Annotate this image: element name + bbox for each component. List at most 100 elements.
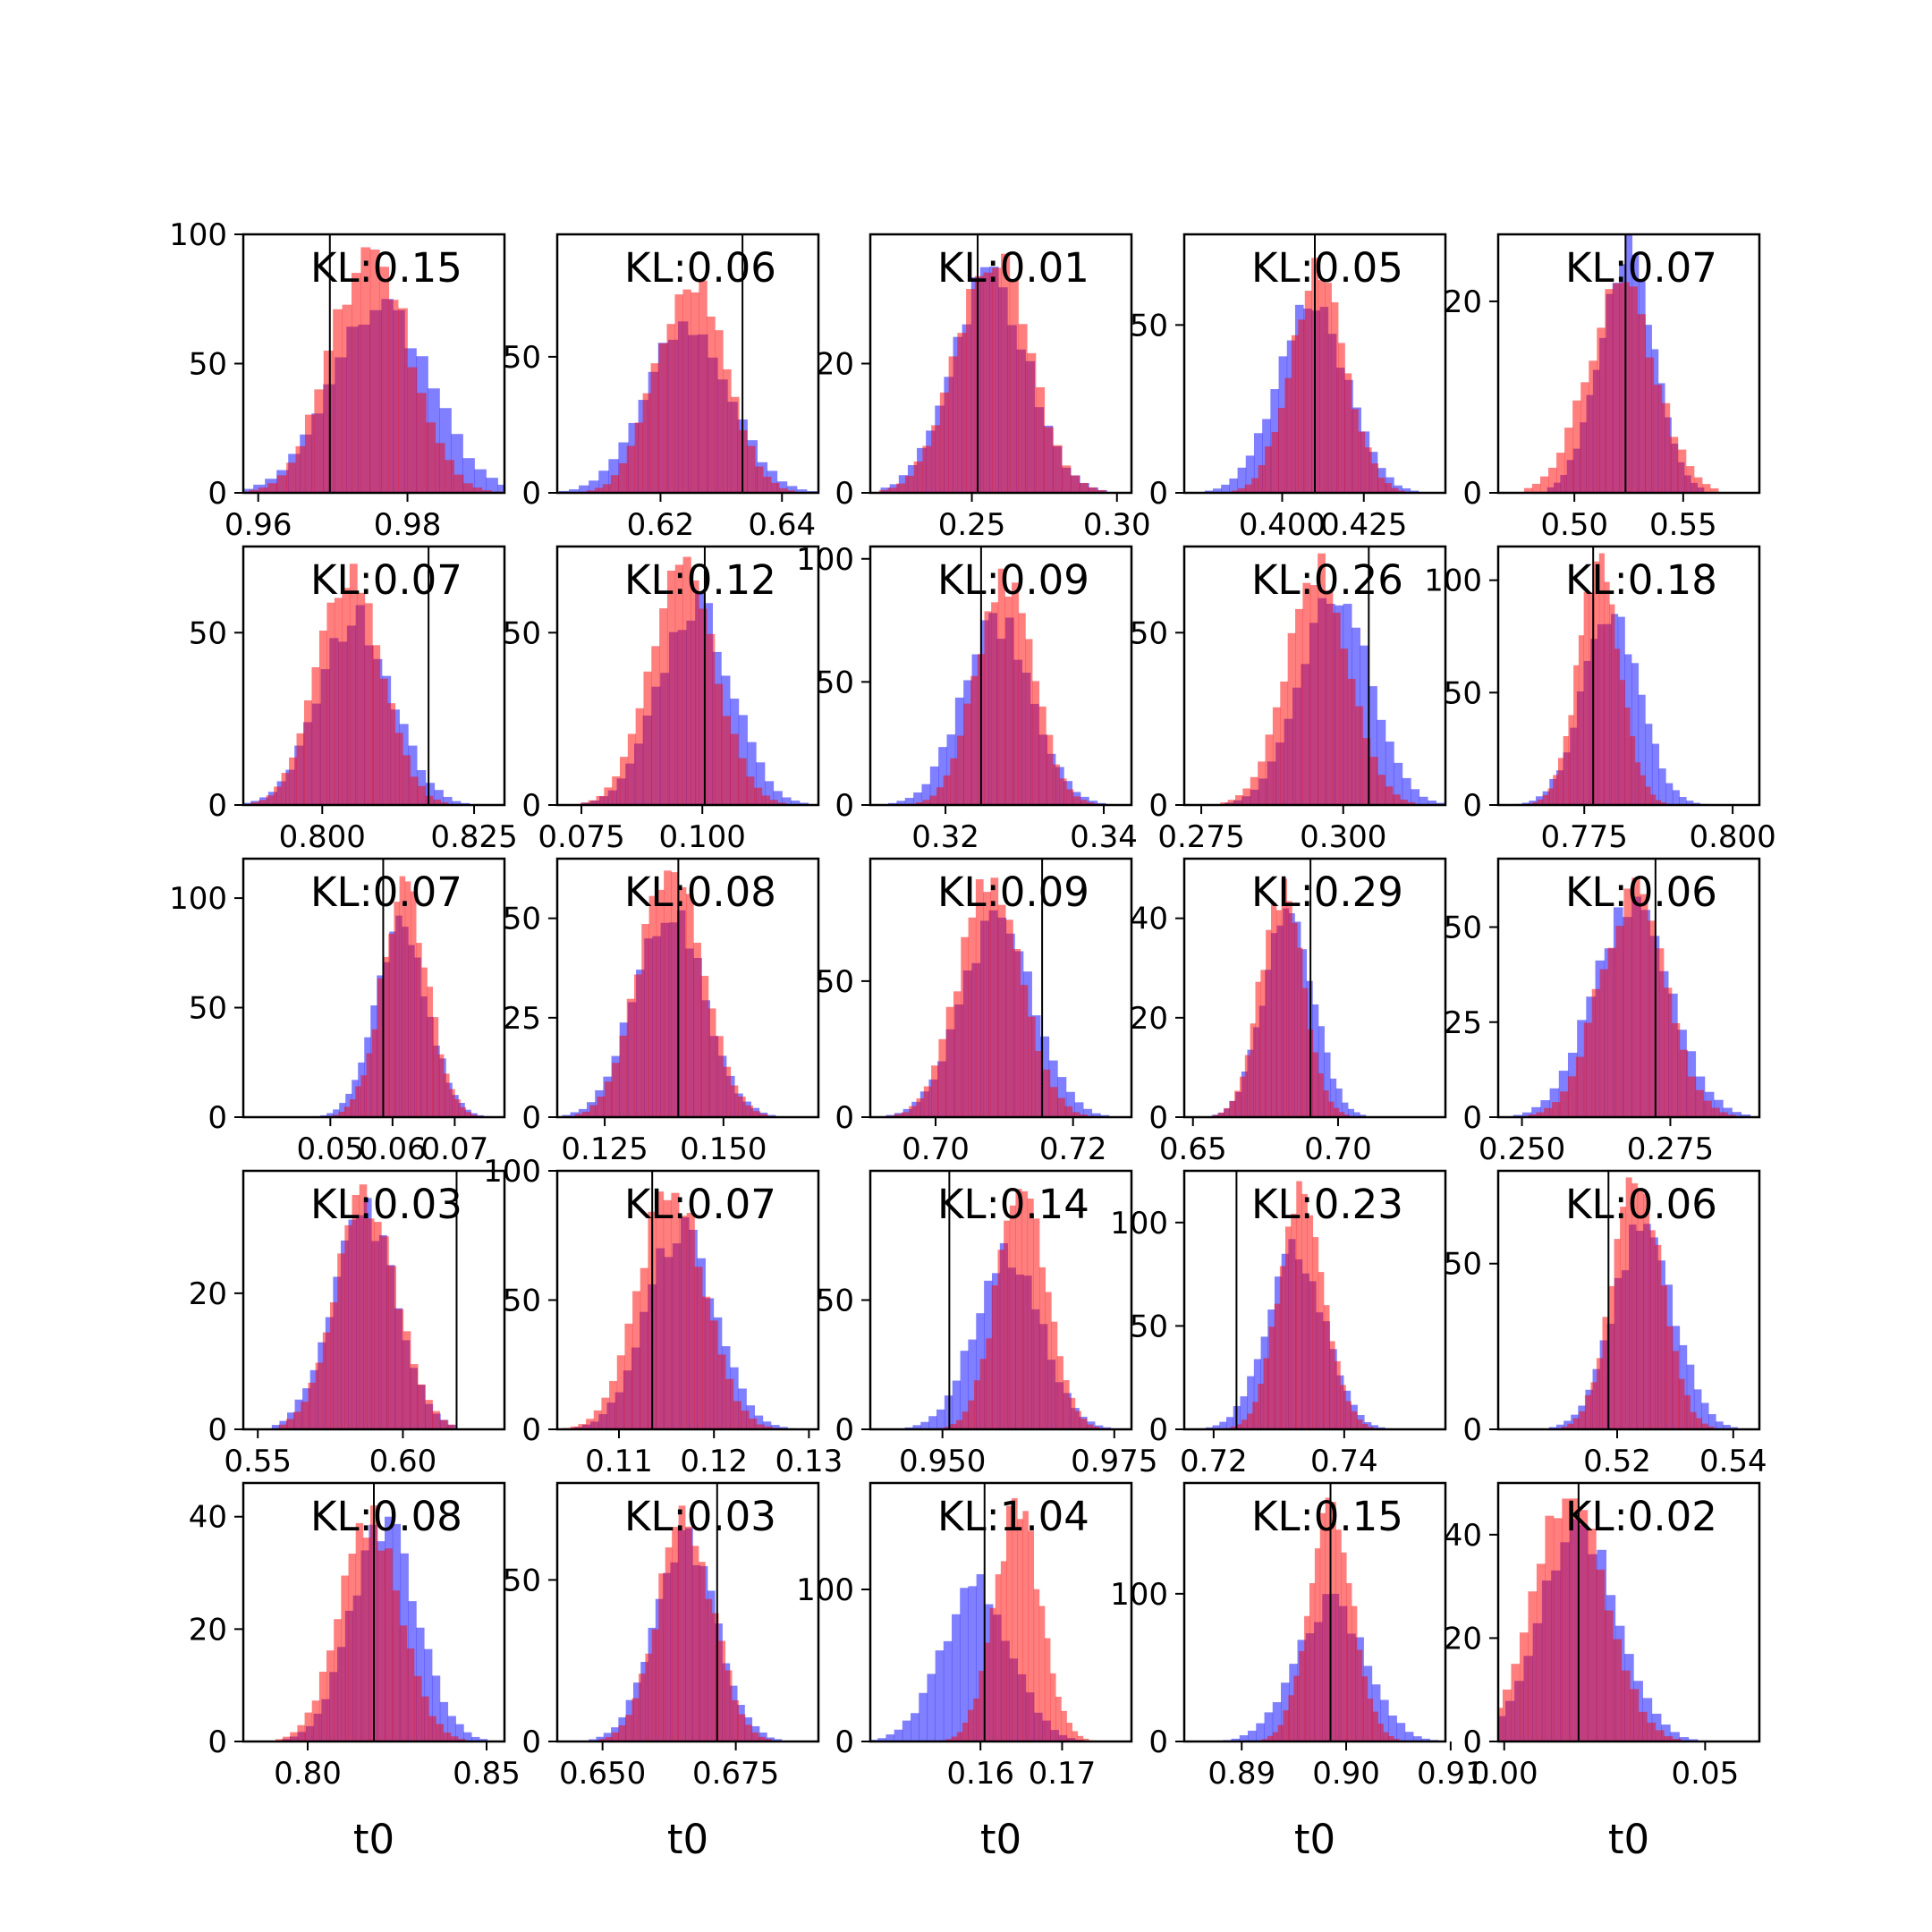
x-tick-label: 0.275 bbox=[1627, 1131, 1714, 1167]
series-a-bar bbox=[671, 1192, 680, 1429]
series-a-bar bbox=[1645, 357, 1655, 493]
series-a-bar bbox=[707, 316, 716, 493]
y-tick-label: 25 bbox=[503, 1001, 541, 1037]
series-a-bar bbox=[1560, 1091, 1569, 1117]
series-a-bar bbox=[1312, 1052, 1318, 1117]
series-a-bar bbox=[956, 735, 964, 805]
series-a-bar bbox=[1015, 1189, 1022, 1429]
x-axis-label: t0 bbox=[1608, 1816, 1649, 1863]
series-a-bar bbox=[1637, 314, 1647, 493]
series-a-bar bbox=[1614, 648, 1621, 805]
series-a-bar bbox=[761, 795, 771, 805]
series-a-bar bbox=[1553, 775, 1559, 805]
series-b-bar bbox=[960, 1588, 969, 1741]
series-a-bar bbox=[295, 445, 306, 493]
kl-annotation: KL:0.12 bbox=[624, 556, 776, 604]
series-a-bar bbox=[931, 1065, 939, 1117]
series-a-bar bbox=[337, 1253, 345, 1429]
axes-frame bbox=[1182, 545, 1447, 807]
x-tick-label: 0.800 bbox=[279, 819, 366, 855]
series-a-bar bbox=[1304, 291, 1312, 493]
series-a-bar bbox=[1570, 1498, 1580, 1741]
series-a-bar bbox=[381, 1236, 389, 1429]
series-a-bar bbox=[1544, 1107, 1553, 1117]
series-a-bar bbox=[1561, 1427, 1568, 1429]
series-a-bar bbox=[1009, 279, 1019, 493]
series-a-bar bbox=[922, 800, 930, 805]
series-b-bar bbox=[976, 1574, 986, 1741]
series-a-bar bbox=[1070, 475, 1080, 493]
series-a-bar bbox=[1640, 894, 1648, 1117]
series-a-bar bbox=[301, 1402, 309, 1429]
series-a-bar bbox=[983, 272, 993, 493]
series-a-bar bbox=[1614, 1239, 1621, 1429]
series-a-bar bbox=[645, 1653, 653, 1741]
series-a-bar bbox=[610, 475, 620, 493]
series-a-bar bbox=[344, 1224, 352, 1429]
series-a-bar bbox=[723, 369, 732, 493]
series-a-bar bbox=[1080, 800, 1088, 805]
series-a-bar bbox=[627, 733, 637, 805]
x-tick-label: 0.65 bbox=[1159, 1131, 1227, 1167]
series-a-bar bbox=[1052, 764, 1060, 805]
series-a-bar bbox=[1271, 432, 1279, 493]
series-a-bar bbox=[916, 802, 924, 805]
axes-frame bbox=[1182, 857, 1447, 1119]
series-a-bar bbox=[741, 1411, 750, 1429]
series-a-bar bbox=[1028, 1530, 1035, 1741]
series-a-bar bbox=[1719, 1112, 1728, 1117]
x-tick-label: 0.96 bbox=[225, 507, 292, 543]
histogram-panel: 0.70 0.72 0 50 KL:0.09 bbox=[816, 857, 1133, 1167]
series-a-bar bbox=[658, 1573, 666, 1741]
series-a-bar bbox=[1082, 1738, 1089, 1741]
series-a-bar bbox=[1296, 1181, 1302, 1429]
series-a-bar bbox=[357, 592, 366, 805]
series-a-bar bbox=[1258, 1384, 1264, 1429]
series-a-bar bbox=[1645, 786, 1651, 805]
series-a-bar bbox=[1330, 1502, 1336, 1741]
series-b-bar bbox=[968, 1339, 977, 1429]
series-a-bar bbox=[1345, 1401, 1352, 1429]
series-b-bar bbox=[1708, 1414, 1716, 1429]
kl-annotation: KL:0.07 bbox=[310, 556, 462, 604]
series-a-bar bbox=[747, 445, 756, 493]
series-a-bar bbox=[664, 870, 672, 1117]
series-a-bar bbox=[678, 886, 687, 1117]
histogram-panel: 0.075 0.100 0 50 KL:0.12 bbox=[503, 545, 820, 855]
series-b-bar bbox=[1231, 1738, 1241, 1741]
y-tick-label: 0 bbox=[1148, 476, 1168, 512]
series-a-bar bbox=[1562, 1498, 1572, 1741]
kl-annotation: KL:0.23 bbox=[1251, 1181, 1403, 1228]
series-a-bar bbox=[1613, 1639, 1623, 1741]
series-a-bar bbox=[1660, 1285, 1667, 1429]
x-tick-label: 0.74 bbox=[1310, 1444, 1378, 1479]
series-a-bar bbox=[975, 879, 984, 1117]
series-a-bar bbox=[1634, 762, 1641, 805]
series-a-bar bbox=[1347, 678, 1356, 805]
series-a-bar bbox=[1684, 1394, 1690, 1429]
series-b-bar bbox=[345, 1093, 352, 1117]
kl-annotation: KL:0.15 bbox=[1251, 1493, 1403, 1540]
y-tick-label: 100 bbox=[796, 1572, 854, 1608]
series-a-bar bbox=[1344, 373, 1352, 493]
series-a-bar bbox=[1252, 1402, 1258, 1429]
kl-annotation: KL:0.02 bbox=[1565, 1493, 1717, 1540]
series-b-bar bbox=[919, 1692, 928, 1741]
series-b-bar bbox=[447, 1716, 456, 1741]
kl-annotation: KL:0.09 bbox=[937, 556, 1089, 604]
series-a-bar bbox=[1664, 1736, 1674, 1741]
series-a-bar bbox=[410, 776, 419, 805]
series-a-bar bbox=[1224, 1107, 1230, 1117]
series-a-bar bbox=[296, 733, 305, 805]
y-tick-label: 0 bbox=[1462, 476, 1482, 512]
series-a-bar bbox=[752, 1111, 761, 1117]
series-a-bar bbox=[724, 1670, 733, 1741]
series-b-bar bbox=[425, 783, 436, 805]
series-b-bar bbox=[1226, 1417, 1234, 1429]
series-a-bar bbox=[1575, 1056, 1585, 1117]
series-a-bar bbox=[1556, 453, 1565, 493]
series-a-bar bbox=[1302, 582, 1311, 805]
series-a-bar bbox=[779, 487, 788, 493]
series-a-bar bbox=[671, 872, 680, 1117]
series-a-bar bbox=[598, 1739, 606, 1741]
